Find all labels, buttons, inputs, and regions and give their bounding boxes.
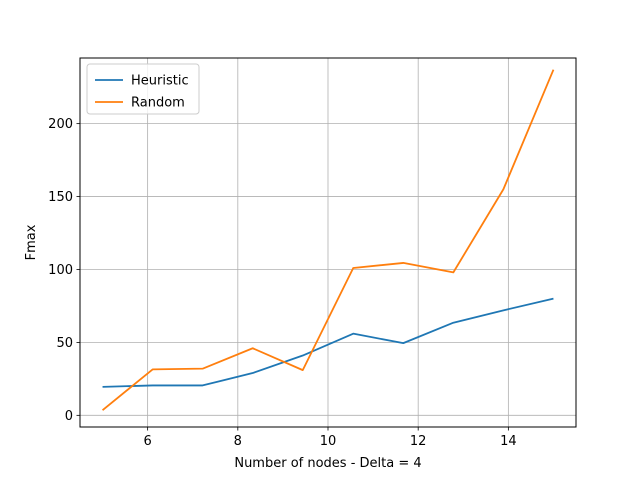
x-tick-label: 8 xyxy=(234,434,242,449)
x-tick-label: 6 xyxy=(143,434,151,449)
y-tick-label: 100 xyxy=(48,263,73,278)
x-axis-label: Number of nodes - Delta = 4 xyxy=(234,456,421,471)
series-lines xyxy=(101,69,555,411)
axis-ticks: 6 8 10 12 14 0 50 100 150 200 xyxy=(48,117,516,449)
y-tick-label: 0 xyxy=(65,409,73,424)
x-tick-label: 12 xyxy=(410,434,427,449)
y-tick-label: 50 xyxy=(56,336,73,351)
legend-label-random: Random xyxy=(131,96,185,111)
y-tick-label: 200 xyxy=(48,117,73,132)
x-tick-label: 14 xyxy=(500,434,517,449)
y-tick-label: 150 xyxy=(48,190,73,205)
x-tick-label: 10 xyxy=(320,434,337,449)
series-line-heuristic xyxy=(102,297,554,388)
series-line-random xyxy=(101,69,555,411)
plot-frame xyxy=(79,57,577,428)
legend: Heuristic Random xyxy=(86,63,200,115)
grid-lines xyxy=(80,58,576,427)
y-axis-label: Fmax xyxy=(24,224,39,260)
legend-label-heuristic: Heuristic xyxy=(131,74,189,89)
